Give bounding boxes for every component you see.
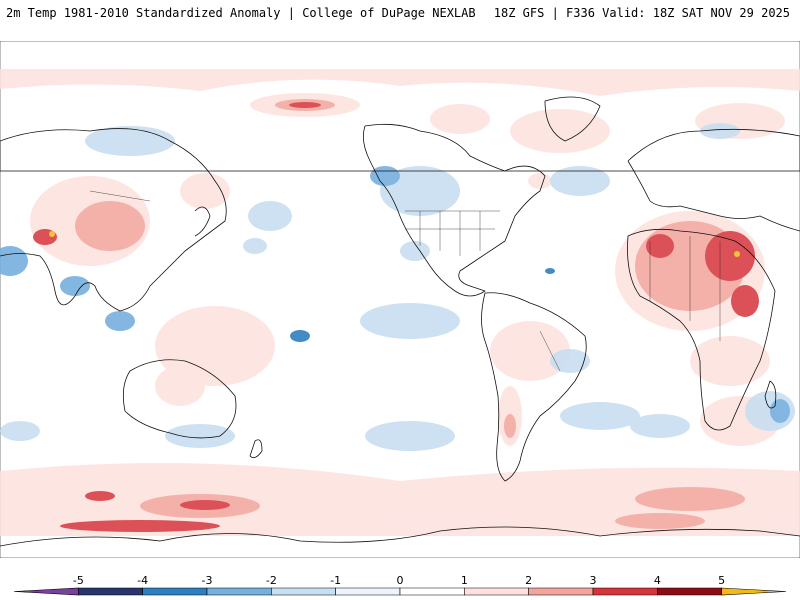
colorbar-swatch — [657, 587, 722, 596]
japan-coast — [194, 206, 211, 237]
map-title: 2m Temp 1981-2010 Standardized Anomaly |… — [6, 6, 476, 20]
colorbar-swatch — [13, 587, 79, 596]
political-borders — [89, 190, 721, 372]
colorbar-tick-label: -2 — [266, 574, 277, 587]
new-zealand-coast — [249, 439, 263, 459]
europe-coast — [627, 160, 800, 232]
north-america-coast — [362, 123, 546, 297]
colorbar-swatch — [335, 587, 401, 596]
colorbar-swatch — [142, 587, 208, 596]
colorbar-tick-label: -4 — [137, 574, 148, 587]
antarctica-coast — [0, 526, 800, 547]
colorbar-tick-label: -3 — [202, 574, 213, 587]
colorbar-swatch — [528, 587, 594, 596]
colorbar-tick-label: -1 — [330, 574, 341, 587]
africa-coast — [627, 228, 776, 431]
coastlines — [0, 96, 800, 547]
colorbar-tick-label: 5 — [718, 574, 725, 587]
colorbar-swatch — [399, 587, 465, 596]
colorbar-swatch — [721, 587, 787, 596]
colorbar-tick-label: 4 — [654, 574, 661, 587]
australia-coast — [122, 359, 237, 439]
anomaly-map — [0, 41, 800, 558]
greenland-coast — [544, 96, 601, 142]
colorbar-swatch — [271, 587, 336, 596]
south-america-coast — [481, 292, 587, 482]
colorbar-tick-label: -5 — [73, 574, 84, 587]
madagascar-coast — [764, 380, 777, 409]
eurasia-coast — [0, 128, 800, 312]
model-valid-time: 18Z GFS | F336 Valid: 18Z SAT NOV 29 202… — [493, 6, 790, 20]
colorbar-swatch — [592, 587, 658, 596]
warm-anomaly-shading — [0, 69, 800, 536]
colorbar-legend: -5 -4 -3 -2 -1 0 1 2 3 4 5 — [13, 574, 787, 596]
colorbar-swatch — [464, 587, 529, 596]
colorbar-tick-label: 1 — [461, 574, 468, 587]
colorbar-swatch — [206, 587, 272, 596]
colorbar-tick-label: 0 — [397, 574, 404, 587]
colorbar-tick-label: 2 — [525, 574, 532, 587]
colorbar-tick-label: 3 — [590, 574, 597, 587]
colorbar-swatch — [78, 587, 143, 596]
